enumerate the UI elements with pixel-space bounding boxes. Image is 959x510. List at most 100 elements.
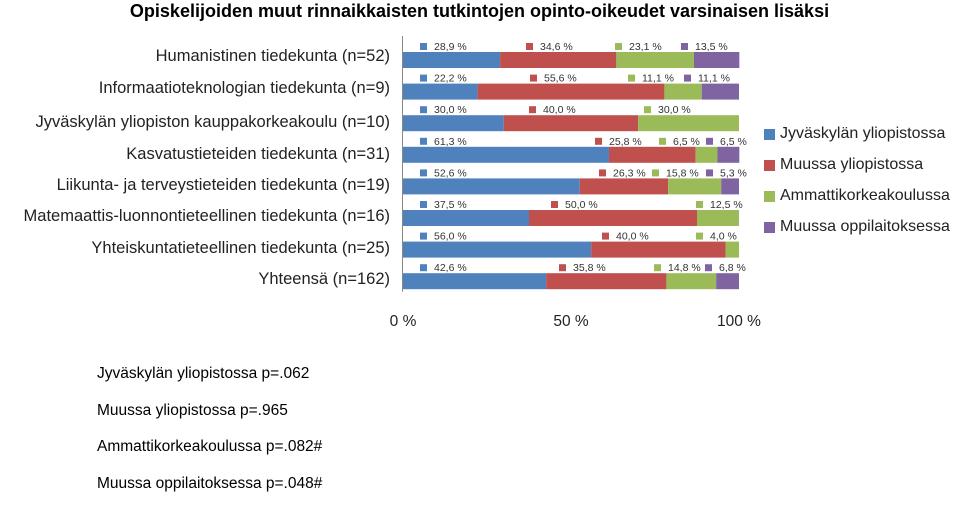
legend-item-jyu: Jyväskylän yliopistossa: [764, 124, 950, 147]
data-label: 22,2 %: [434, 73, 467, 85]
bar-segment: [403, 273, 546, 289]
legend: Jyväskylän yliopistossa Muussa yliopisto…: [764, 124, 950, 248]
data-label-marker: [420, 43, 427, 50]
legend-item-polytechnic: Ammattikorkeakoulussa: [764, 186, 950, 209]
data-label-marker: [696, 233, 703, 240]
data-label-marker: [551, 201, 558, 208]
data-label: 40,0 %: [543, 104, 576, 116]
bar-segment: [580, 178, 668, 194]
data-label: 11,1 %: [642, 73, 674, 85]
bar-segment: [726, 242, 739, 258]
x-tick-label: 0 %: [390, 313, 417, 330]
data-label-marker: [628, 75, 635, 82]
data-label-marker: [684, 75, 691, 82]
data-label: 55,6 %: [544, 73, 577, 85]
bar-segment: [529, 210, 697, 226]
data-label-marker: [420, 106, 427, 113]
legend-label: Jyväskylän yliopistossa: [780, 125, 945, 142]
data-label: 14,8 %: [668, 262, 701, 274]
legend-swatch: [764, 191, 775, 202]
data-label: 6,5 %: [720, 136, 747, 148]
data-label: 25,8 %: [609, 136, 642, 148]
pvalue-note: Ammattikorkeakoulussa p=.082#: [97, 437, 322, 474]
legend-swatch: [764, 222, 775, 233]
bar-segment: [666, 273, 716, 289]
pvalue-notes: Jyväskylän yliopistossa p=.062 Muussa yl…: [97, 364, 322, 510]
data-label-marker: [652, 169, 659, 176]
data-label-marker: [615, 43, 622, 50]
data-label: 61,3 %: [434, 136, 467, 148]
data-label-marker: [420, 201, 427, 208]
data-label: 12,5 %: [710, 199, 743, 211]
data-label: 52,6 %: [434, 167, 467, 179]
pvalue-note: Muussa yliopistossa p=.965: [97, 401, 322, 438]
bar-segment: [721, 178, 739, 194]
bar-segment: [664, 84, 701, 100]
bar-segment: [716, 273, 739, 289]
data-label: 42,6 %: [434, 262, 467, 274]
data-label: 15,8 %: [666, 167, 699, 179]
data-label: 23,1 %: [629, 41, 662, 53]
bar-segment: [500, 52, 616, 68]
bar-segment: [694, 52, 739, 68]
legend-swatch: [764, 160, 775, 171]
bar-segment: [638, 115, 739, 131]
data-label: 35,8 %: [573, 262, 606, 274]
bar-segment: [403, 52, 500, 68]
bar-segment: [591, 242, 725, 258]
bar-segment: [403, 242, 591, 258]
pvalue-note: Jyväskylän yliopistossa p=.062: [97, 364, 322, 401]
data-label-marker: [602, 233, 609, 240]
bar-segment: [403, 147, 609, 163]
data-label: 11,1 %: [698, 73, 730, 85]
data-label-marker: [420, 233, 427, 240]
legend-item-other-university: Muussa yliopistossa: [764, 155, 950, 178]
bar-segment: [717, 147, 739, 163]
bar-segment: [546, 273, 666, 289]
data-label: 30,0 %: [434, 104, 467, 116]
data-label: 37,5 %: [434, 199, 467, 211]
data-label-marker: [705, 264, 712, 271]
data-label-marker: [420, 264, 427, 271]
bar-segment: [403, 178, 580, 194]
data-label-marker: [420, 169, 427, 176]
legend-label: Muussa oppilaitoksessa: [780, 218, 950, 235]
data-label-marker: [654, 264, 661, 271]
data-label: 28,9 %: [434, 41, 467, 53]
data-label: 6,8 %: [719, 262, 746, 274]
data-label: 13,5 %: [695, 41, 728, 53]
data-label: 50,0 %: [565, 199, 598, 211]
legend-swatch: [764, 129, 775, 140]
data-label: 30,0 %: [658, 104, 691, 116]
data-label-marker: [644, 106, 651, 113]
bar-segment: [403, 210, 529, 226]
bar-segment: [403, 84, 478, 100]
legend-item-other-institution: Muussa oppilaitoksessa: [764, 217, 950, 240]
legend-label: Muussa yliopistossa: [780, 156, 923, 173]
data-label-marker: [706, 138, 713, 145]
bar-segment: [609, 147, 696, 163]
data-label-marker: [659, 138, 666, 145]
legend-label: Ammattikorkeakoulussa: [780, 187, 950, 204]
x-tick-label: 50 %: [553, 313, 589, 330]
data-label: 26,3 %: [613, 167, 646, 179]
data-label-marker: [420, 138, 427, 145]
bar-segment: [616, 52, 694, 68]
data-label-marker: [420, 75, 427, 82]
bar-segment: [668, 178, 721, 194]
data-label: 56,0 %: [434, 231, 467, 243]
bar-segment: [504, 115, 638, 131]
data-label-marker: [559, 264, 566, 271]
data-label-marker: [706, 169, 713, 176]
data-label-marker: [681, 43, 688, 50]
data-label-marker: [529, 106, 536, 113]
bar-segment: [403, 115, 504, 131]
data-label: 40,0 %: [616, 231, 649, 243]
data-label-marker: [526, 43, 533, 50]
data-label: 34,6 %: [540, 41, 573, 53]
data-label-marker: [599, 169, 606, 176]
data-label: 4,0 %: [710, 231, 737, 243]
data-label-marker: [530, 75, 537, 82]
bar-segment: [702, 84, 739, 100]
data-label-marker: [595, 138, 602, 145]
